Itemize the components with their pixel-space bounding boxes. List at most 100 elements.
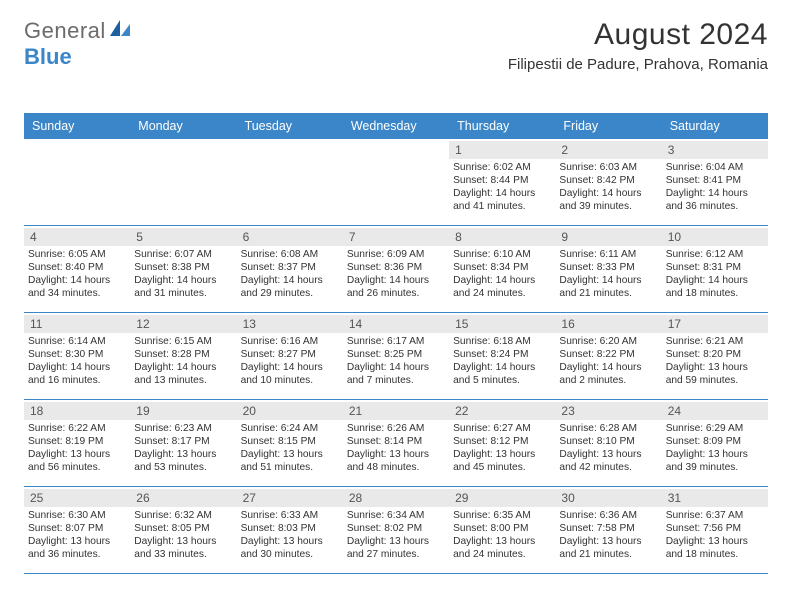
sunset-text: Sunset: 8:33 PM <box>559 261 657 274</box>
daylight-text: and 30 minutes. <box>241 548 339 561</box>
day-cell: 25Sunrise: 6:30 AMSunset: 8:07 PMDayligh… <box>24 487 130 573</box>
daylight-text: Daylight: 14 hours <box>134 274 232 287</box>
daylight-text: and 18 minutes. <box>666 287 764 300</box>
daylight-text: Daylight: 14 hours <box>666 274 764 287</box>
day-number: 28 <box>343 489 449 507</box>
day-number: 30 <box>555 489 661 507</box>
day-cell: 11Sunrise: 6:14 AMSunset: 8:30 PMDayligh… <box>24 313 130 399</box>
sunset-text: Sunset: 8:38 PM <box>134 261 232 274</box>
day-cell: 31Sunrise: 6:37 AMSunset: 7:56 PMDayligh… <box>662 487 768 573</box>
daylight-text: and 7 minutes. <box>347 374 445 387</box>
sunrise-text: Sunrise: 6:17 AM <box>347 335 445 348</box>
day-cell: 5 Sunrise: 6:07 AMSunset: 8:38 PMDaylight… <box>130 226 236 312</box>
daylight-text: and 53 minutes. <box>134 461 232 474</box>
sunrise-text: Sunrise: 6:12 AM <box>666 248 764 261</box>
day-number: 10 <box>662 228 768 246</box>
sunrise-text: Sunrise: 6:32 AM <box>134 509 232 522</box>
daylight-text: Daylight: 13 hours <box>134 448 232 461</box>
daylight-text: and 27 minutes. <box>347 548 445 561</box>
day-number: 31 <box>662 489 768 507</box>
logo-sail-icon <box>110 18 132 44</box>
daylight-text: Daylight: 14 hours <box>347 274 445 287</box>
daylight-text: Daylight: 14 hours <box>28 274 126 287</box>
sunset-text: Sunset: 8:30 PM <box>28 348 126 361</box>
dow-monday: Monday <box>130 113 236 139</box>
day-cell <box>24 139 130 225</box>
daylight-text: Daylight: 14 hours <box>666 187 764 200</box>
day-cell: 20Sunrise: 6:24 AMSunset: 8:15 PMDayligh… <box>237 400 343 486</box>
day-cell: 6Sunrise: 6:08 AMSunset: 8:37 PMDaylight… <box>237 226 343 312</box>
daylight-text: Daylight: 13 hours <box>453 448 551 461</box>
day-number: 9 <box>555 228 661 246</box>
day-number: 21 <box>343 402 449 420</box>
daylight-text: Daylight: 13 hours <box>241 535 339 548</box>
sunrise-text: Sunrise: 6:26 AM <box>347 422 445 435</box>
day-cell: 4Sunrise: 6:05 AMSunset: 8:40 PMDaylight… <box>24 226 130 312</box>
week-row: 18Sunrise: 6:22 AMSunset: 8:19 PMDayligh… <box>24 400 768 487</box>
daylight-text: Daylight: 14 hours <box>559 361 657 374</box>
daylight-text: Daylight: 14 hours <box>28 361 126 374</box>
daylight-text: and 21 minutes. <box>559 548 657 561</box>
daylight-text: and 2 minutes. <box>559 374 657 387</box>
day-number: 26 <box>130 489 236 507</box>
daylight-text: and 24 minutes. <box>453 287 551 300</box>
day-number: 18 <box>24 402 130 420</box>
sunset-text: Sunset: 8:14 PM <box>347 435 445 448</box>
sunset-text: Sunset: 8:19 PM <box>28 435 126 448</box>
daylight-text: Daylight: 13 hours <box>28 448 126 461</box>
daylight-text: Daylight: 14 hours <box>453 274 551 287</box>
daylight-text: Daylight: 13 hours <box>559 448 657 461</box>
dow-saturday: Saturday <box>662 113 768 139</box>
day-number: 15 <box>449 315 555 333</box>
daylight-text: and 34 minutes. <box>28 287 126 300</box>
sunrise-text: Sunrise: 6:02 AM <box>453 161 551 174</box>
day-number: 20 <box>237 402 343 420</box>
daylight-text: Daylight: 14 hours <box>134 361 232 374</box>
daylight-text: and 13 minutes. <box>134 374 232 387</box>
sunrise-text: Sunrise: 6:24 AM <box>241 422 339 435</box>
daylight-text: Daylight: 14 hours <box>559 187 657 200</box>
week-row: 1Sunrise: 6:02 AMSunset: 8:44 PMDaylight… <box>24 139 768 226</box>
daylight-text: and 41 minutes. <box>453 200 551 213</box>
sunrise-text: Sunrise: 6:07 AM <box>134 248 232 261</box>
day-number: 8 <box>449 228 555 246</box>
day-cell: 24Sunrise: 6:29 AMSunset: 8:09 PMDayligh… <box>662 400 768 486</box>
week-row: 11Sunrise: 6:14 AMSunset: 8:30 PMDayligh… <box>24 313 768 400</box>
sunset-text: Sunset: 7:56 PM <box>666 522 764 535</box>
day-cell: 28Sunrise: 6:34 AMSunset: 8:02 PMDayligh… <box>343 487 449 573</box>
daylight-text: and 33 minutes. <box>134 548 232 561</box>
day-number: 5 <box>130 228 236 246</box>
daylight-text: Daylight: 14 hours <box>241 274 339 287</box>
daylight-text: and 26 minutes. <box>347 287 445 300</box>
day-cell: 1Sunrise: 6:02 AMSunset: 8:44 PMDaylight… <box>449 139 555 225</box>
sunrise-text: Sunrise: 6:03 AM <box>559 161 657 174</box>
day-cell: 27Sunrise: 6:33 AMSunset: 8:03 PMDayligh… <box>237 487 343 573</box>
sunset-text: Sunset: 8:02 PM <box>347 522 445 535</box>
day-number: 19 <box>130 402 236 420</box>
daylight-text: Daylight: 13 hours <box>28 535 126 548</box>
daylight-text: Daylight: 14 hours <box>241 361 339 374</box>
sunset-text: Sunset: 8:34 PM <box>453 261 551 274</box>
day-cell: 7Sunrise: 6:09 AMSunset: 8:36 PMDaylight… <box>343 226 449 312</box>
weeks-container: 1Sunrise: 6:02 AMSunset: 8:44 PMDaylight… <box>24 139 768 574</box>
sunrise-text: Sunrise: 6:05 AM <box>28 248 126 261</box>
sunset-text: Sunset: 8:41 PM <box>666 174 764 187</box>
logo-text-1: General <box>24 18 106 44</box>
day-number: 17 <box>662 315 768 333</box>
day-number: 16 <box>555 315 661 333</box>
sunrise-text: Sunrise: 6:22 AM <box>28 422 126 435</box>
day-cell <box>343 139 449 225</box>
day-cell: 17Sunrise: 6:21 AMSunset: 8:20 PMDayligh… <box>662 313 768 399</box>
logo-text-2: Blue <box>24 44 72 70</box>
sunset-text: Sunset: 8:12 PM <box>453 435 551 448</box>
day-number: 11 <box>24 315 130 333</box>
daylight-text: and 48 minutes. <box>347 461 445 474</box>
day-number: 1 <box>449 141 555 159</box>
sunrise-text: Sunrise: 6:30 AM <box>28 509 126 522</box>
day-number: 23 <box>555 402 661 420</box>
sunset-text: Sunset: 8:10 PM <box>559 435 657 448</box>
dow-wednesday: Wednesday <box>343 113 449 139</box>
day-cell: 30Sunrise: 6:36 AMSunset: 7:58 PMDayligh… <box>555 487 661 573</box>
dow-sunday: Sunday <box>24 113 130 139</box>
daylight-text: and 39 minutes. <box>559 200 657 213</box>
